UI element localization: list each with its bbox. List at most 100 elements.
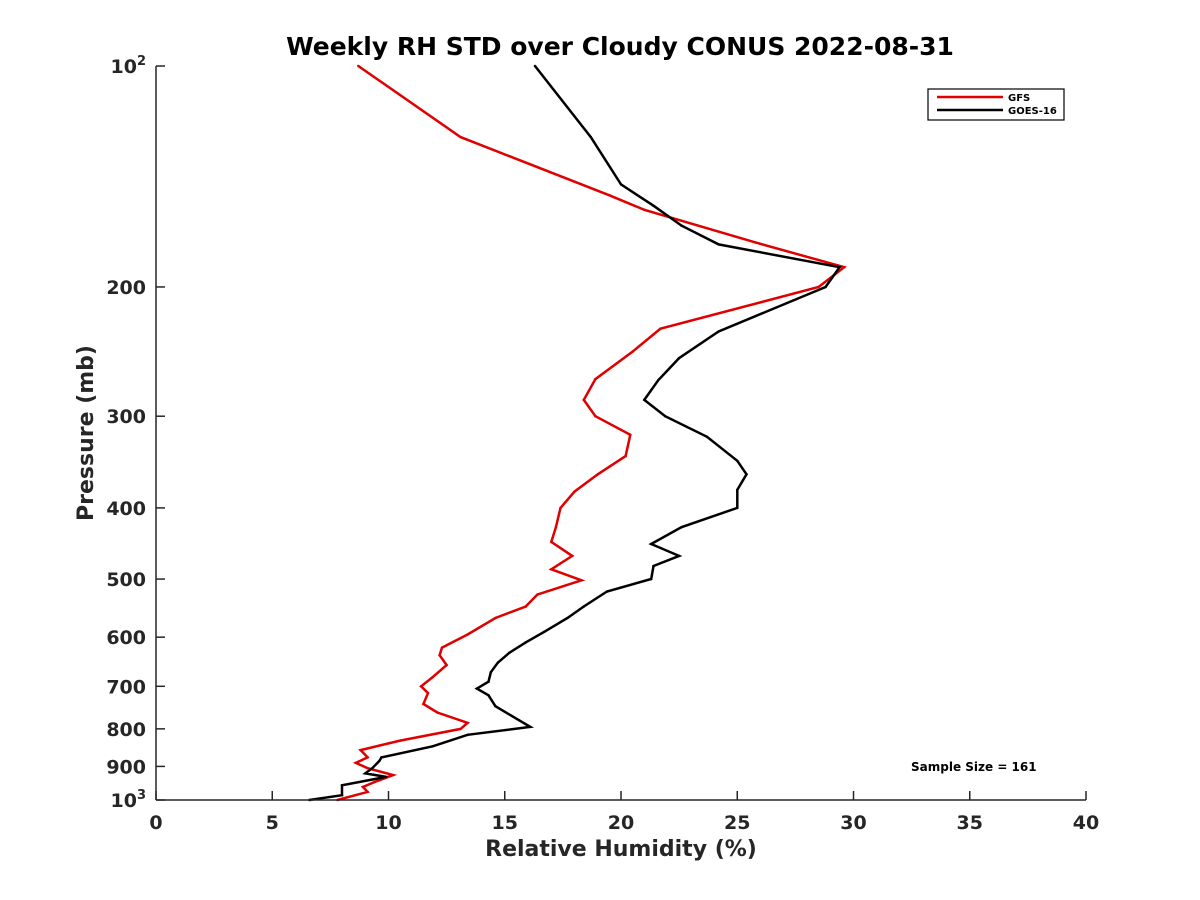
data-point-goes-16 xyxy=(340,793,344,797)
x-tick-label: 20 xyxy=(608,812,634,834)
data-point-goes-16 xyxy=(838,265,841,269)
data-point-gfs xyxy=(594,377,597,381)
data-point-gfs xyxy=(419,685,423,688)
data-point-gfs xyxy=(440,646,444,649)
data-point-goes-16 xyxy=(656,379,660,382)
data-point-goes-16 xyxy=(677,554,681,558)
data-point-gfs xyxy=(524,605,527,608)
data-point-gfs xyxy=(580,579,583,582)
data-point-gfs xyxy=(842,265,846,269)
legend-box xyxy=(927,88,1065,121)
data-point-goes-16 xyxy=(364,772,367,775)
data-point-gfs xyxy=(459,135,462,139)
data-point-gfs xyxy=(573,490,576,493)
data-point-goes-16 xyxy=(529,725,532,729)
data-point-gfs xyxy=(391,773,395,777)
data-point-gfs xyxy=(624,454,627,458)
series-line-gfs xyxy=(337,64,847,802)
data-point-goes-16 xyxy=(508,651,511,654)
x-tick-label: 30 xyxy=(840,812,866,834)
y-axis-ticks: 102 200 300 400 500 600 700 800 900 103 xyxy=(106,54,165,812)
data-point-gfs xyxy=(436,711,439,714)
y-axis-label: Pressure (mb) xyxy=(74,345,99,521)
y-tick-label: 103 xyxy=(111,788,147,812)
chart-title: Weekly RH STD over Cloudy CONUS 2022-08-… xyxy=(286,32,954,61)
data-point-goes-16 xyxy=(652,564,655,568)
data-point-goes-16 xyxy=(680,224,683,227)
data-point-goes-16 xyxy=(619,183,623,186)
data-point-goes-16 xyxy=(649,542,653,546)
data-point-gfs xyxy=(631,350,634,353)
data-point-goes-16 xyxy=(677,356,681,360)
data-point-goes-16 xyxy=(494,704,497,708)
data-point-goes-16 xyxy=(736,506,739,510)
y-tick-label: 900 xyxy=(106,756,146,778)
data-point-gfs xyxy=(445,663,448,667)
data-point-gfs xyxy=(570,554,574,558)
data-point-goes-16 xyxy=(736,459,739,463)
data-point-goes-16 xyxy=(566,616,569,620)
data-point-gfs xyxy=(550,540,553,544)
y-tick-label: 200 xyxy=(106,277,146,299)
x-tick-label: 40 xyxy=(1073,812,1099,834)
data-point-gfs xyxy=(754,241,758,244)
data-point-goes-16 xyxy=(717,243,720,246)
data-point-gfs xyxy=(608,194,611,197)
data-point-goes-16 xyxy=(340,784,344,787)
y-tick-label: 600 xyxy=(106,627,146,649)
x-axis-label: Relative Humidity (%) xyxy=(485,837,757,862)
y-tick-label: 300 xyxy=(106,406,146,428)
data-point-gfs xyxy=(361,785,365,789)
data-point-goes-16 xyxy=(824,285,827,289)
data-point-goes-16 xyxy=(663,414,667,418)
data-point-gfs xyxy=(582,398,586,402)
data-point-goes-16 xyxy=(377,759,381,763)
data-point-gfs xyxy=(438,653,441,657)
data-point-gfs xyxy=(659,327,662,330)
x-tick-label: 10 xyxy=(375,812,401,834)
data-point-goes-16 xyxy=(643,398,646,402)
data-point-gfs xyxy=(554,525,558,529)
data-point-goes-16 xyxy=(589,135,593,139)
data-point-goes-16 xyxy=(496,661,500,664)
data-point-goes-16 xyxy=(705,435,709,439)
data-point-gfs xyxy=(422,702,425,706)
data-point-gfs xyxy=(550,568,553,571)
data-point-gfs xyxy=(629,433,632,437)
data-point-goes-16 xyxy=(384,775,388,779)
plot-area xyxy=(308,64,847,802)
data-point-gfs xyxy=(596,473,600,476)
data-point-gfs xyxy=(426,691,430,695)
y-tick-label: 700 xyxy=(106,676,146,698)
data-point-goes-16 xyxy=(582,605,586,608)
data-point-gfs xyxy=(359,748,362,752)
data-point-gfs xyxy=(366,766,369,770)
data-point-gfs xyxy=(594,414,597,418)
data-point-goes-16 xyxy=(487,680,490,683)
data-point-gfs xyxy=(354,761,358,765)
data-point-gfs xyxy=(536,593,539,596)
sample-size-annotation: Sample Size = 161 xyxy=(911,760,1037,774)
data-point-goes-16 xyxy=(487,694,490,697)
data-point-gfs xyxy=(366,790,369,794)
y-tick-label: 400 xyxy=(106,498,146,520)
legend: GFS GOES-16 xyxy=(927,88,1065,121)
y-tick-label: 800 xyxy=(106,719,146,741)
data-point-goes-16 xyxy=(370,766,374,770)
legend-label-gfs: GFS xyxy=(1008,93,1030,104)
x-tick-label: 0 xyxy=(149,812,162,834)
x-axis-ticks: 0 5 10 15 20 25 30 35 40 xyxy=(149,791,1099,834)
data-point-goes-16 xyxy=(475,687,479,690)
data-point-goes-16 xyxy=(649,577,653,581)
data-point-gfs xyxy=(643,208,646,212)
data-point-gfs xyxy=(466,633,469,636)
data-point-goes-16 xyxy=(489,671,493,674)
data-point-gfs xyxy=(398,739,402,742)
data-point-goes-16 xyxy=(736,488,739,492)
data-point-goes-16 xyxy=(524,641,527,644)
x-tick-label: 15 xyxy=(492,812,518,834)
legend-label-goes16: GOES-16 xyxy=(1008,106,1057,117)
y-tick-label: 102 xyxy=(111,54,147,78)
x-tick-label: 25 xyxy=(724,812,750,834)
